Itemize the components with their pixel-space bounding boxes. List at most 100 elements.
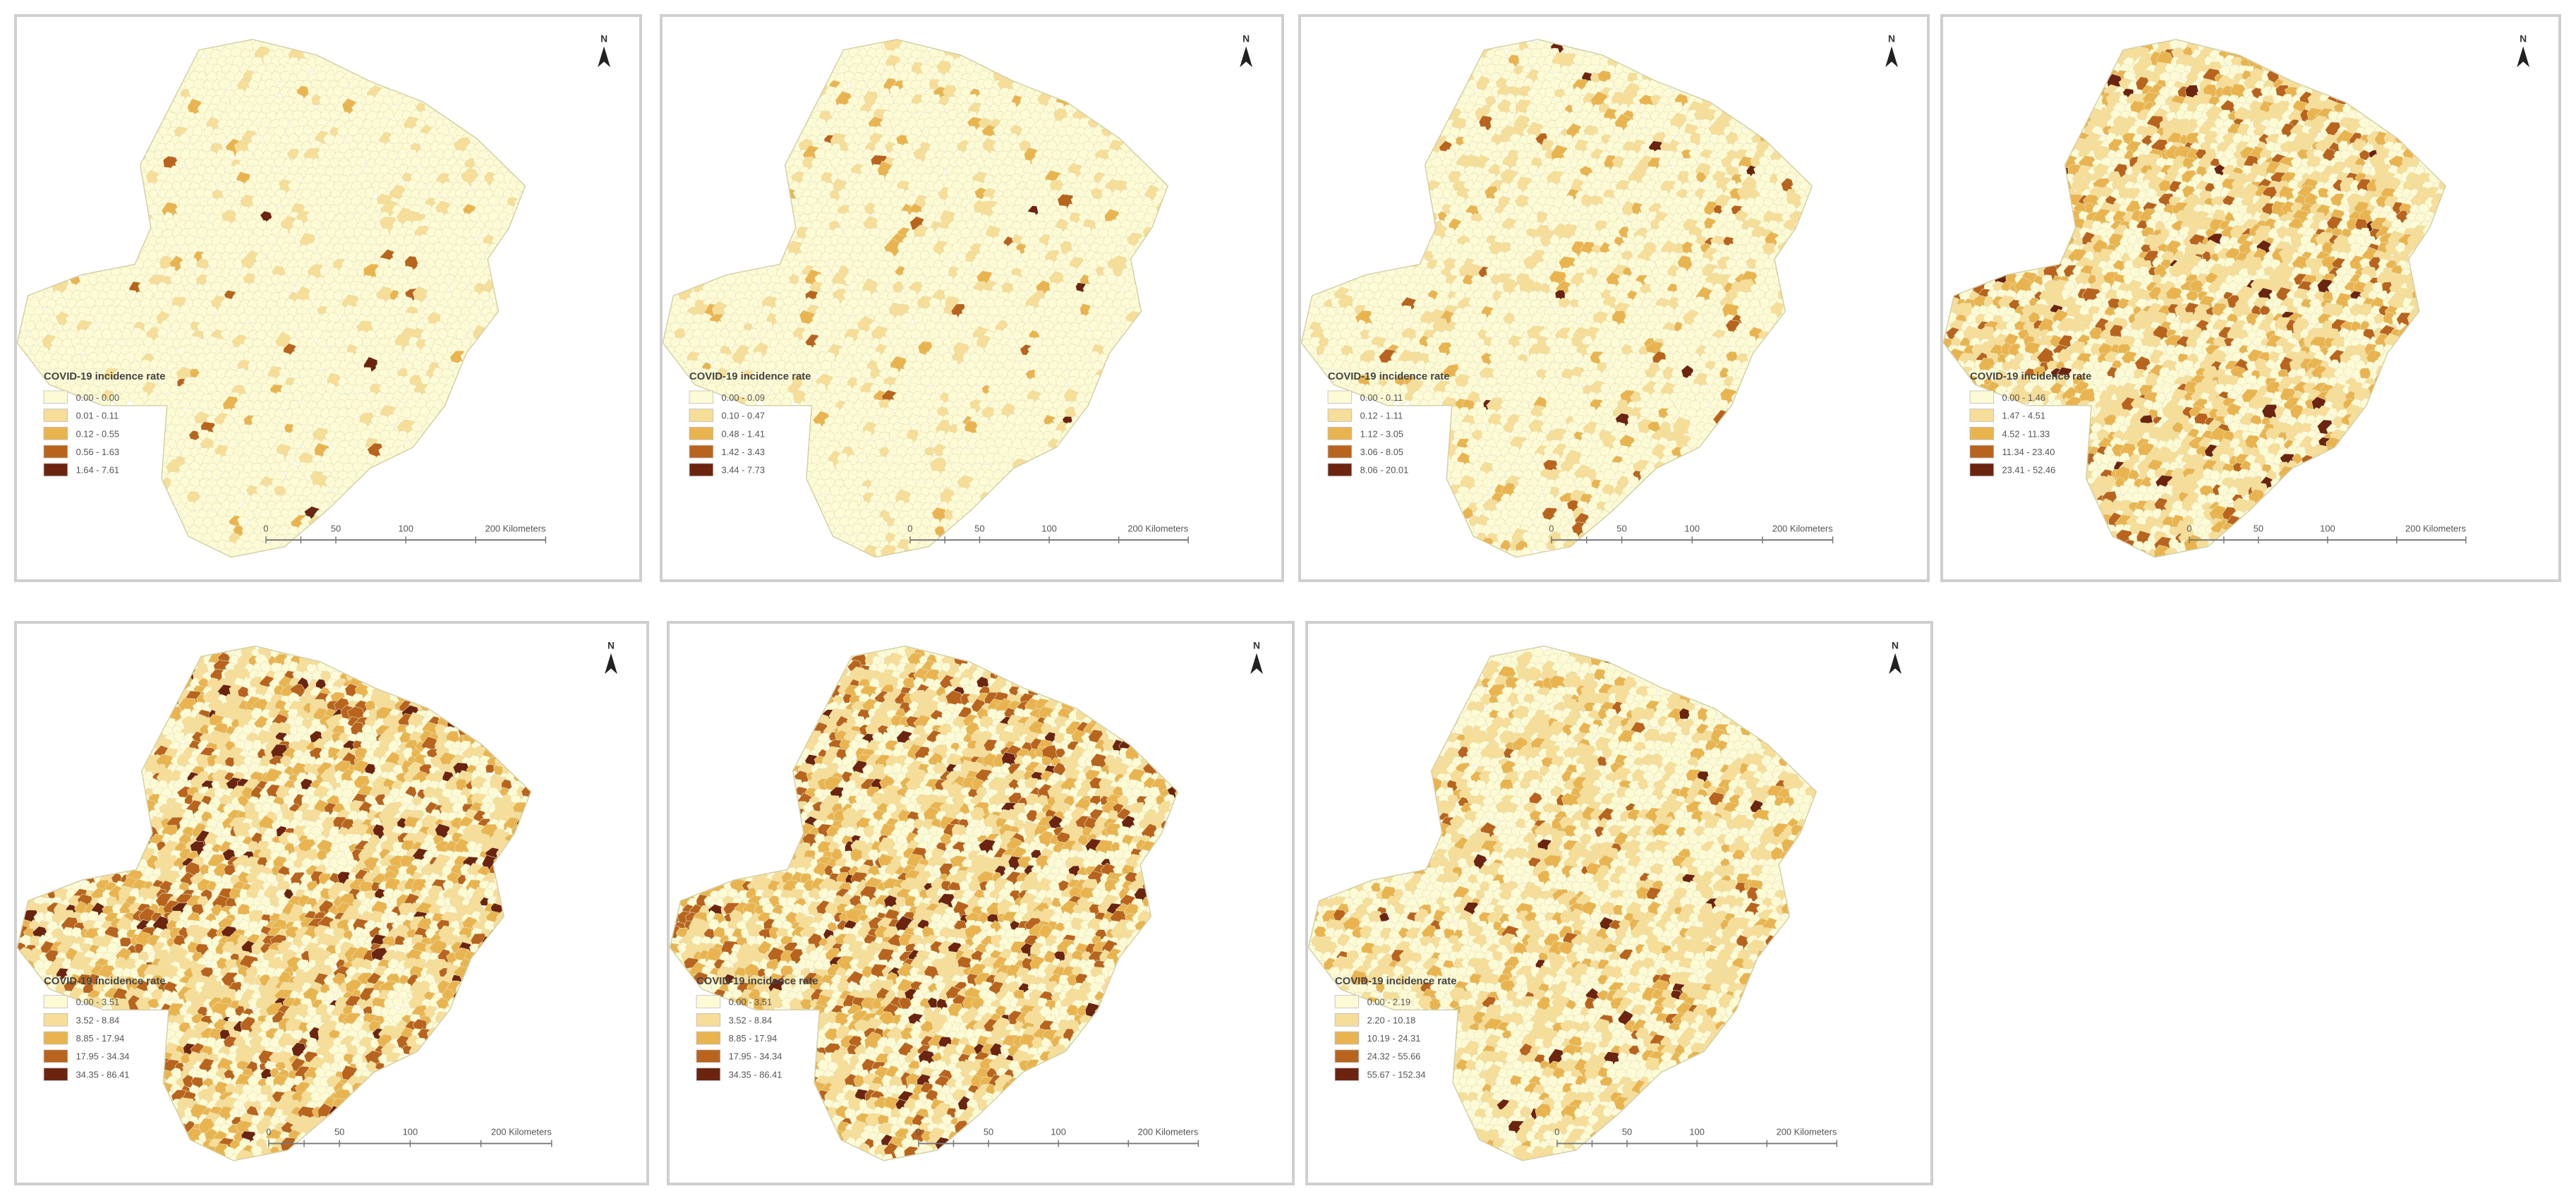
municipality-cell <box>229 296 241 308</box>
legend-swatch <box>43 445 68 459</box>
legend-title: COVID-19 incidence rate <box>44 371 165 382</box>
municipality-cell <box>121 312 133 324</box>
municipality-cell <box>774 171 787 183</box>
municipality-cell <box>1160 196 1168 209</box>
north-arrow-icon: N <box>598 33 610 68</box>
municipality-cell <box>243 100 255 113</box>
municipality-cell <box>337 203 349 215</box>
municipality-cell <box>138 219 151 232</box>
municipality-cell <box>332 85 345 98</box>
municipality-cell <box>1088 399 1101 411</box>
municipality-cell <box>186 274 200 286</box>
municipality-cell <box>1164 189 1168 203</box>
scale-label: 100 <box>398 523 413 533</box>
legend-swatch <box>689 390 714 404</box>
municipality-cell <box>852 524 864 535</box>
municipality-cell <box>468 210 480 223</box>
municipality-cell <box>238 312 250 324</box>
municipality-cell <box>84 296 97 309</box>
municipality-cell <box>17 313 23 324</box>
municipality-cell <box>387 258 399 270</box>
legend-swatch <box>43 409 68 422</box>
municipality-cell <box>780 211 794 225</box>
north-arrow-icon: N <box>1240 33 1253 68</box>
municipality-cell <box>773 157 787 171</box>
municipality-cell <box>301 313 313 323</box>
municipality-cell <box>1171 180 1183 192</box>
municipality-cell <box>316 71 329 82</box>
municipality-cell <box>778 195 792 208</box>
municipality-cell <box>392 173 404 185</box>
municipality-cell <box>217 78 232 90</box>
municipality-cell <box>1142 306 1155 318</box>
municipality-cell <box>272 250 286 264</box>
municipality-cell <box>797 430 809 442</box>
legend-label: 0.10 - 0.47 <box>722 411 765 421</box>
municipality-cell <box>150 430 163 444</box>
municipality-cell <box>1418 150 1428 160</box>
municipality-cell <box>17 322 19 334</box>
municipality-cell <box>282 282 294 294</box>
municipality-cell <box>1468 49 1481 61</box>
municipality-cell <box>1133 211 1147 222</box>
municipality-cell <box>346 250 360 263</box>
municipality-cell <box>356 157 368 168</box>
municipality-cell <box>365 186 375 199</box>
municipality-cell <box>842 540 854 553</box>
municipality-cell <box>320 109 333 121</box>
scale-label: 200 Kilometers <box>1127 523 1188 533</box>
municipality-cell <box>783 219 795 231</box>
municipality-cell <box>780 228 793 239</box>
north-label: N <box>1242 33 1250 44</box>
municipality-cell <box>338 265 351 278</box>
municipality-cell <box>177 132 192 145</box>
municipality-cell <box>183 157 196 169</box>
municipality-cell <box>797 447 809 459</box>
municipality-cell <box>1421 140 1433 154</box>
municipality-cell <box>131 306 145 317</box>
legend-label: 0.12 - 0.55 <box>76 428 119 439</box>
municipality-cell <box>455 328 468 340</box>
municipality-cell <box>1132 260 1144 272</box>
legend-swatch <box>43 426 68 440</box>
municipality-cell <box>1092 393 1106 406</box>
municipality-cell <box>514 211 526 224</box>
legend-swatch <box>689 445 714 459</box>
municipality-cell <box>1060 429 1074 443</box>
municipality-cell <box>1136 281 1149 294</box>
municipality-cell <box>17 352 30 365</box>
legend-swatch <box>689 426 714 440</box>
municipality-cell <box>1152 213 1165 225</box>
scale-label: 200 Kilometers <box>485 523 546 533</box>
municipality-cell <box>191 124 204 138</box>
municipality-cell <box>484 141 497 153</box>
municipality-cell <box>105 289 119 300</box>
scale-label: 50 <box>331 523 341 533</box>
municipality-cell <box>277 117 289 130</box>
municipality-cell <box>811 249 823 262</box>
municipality-cell <box>523 181 526 193</box>
municipality-cell <box>132 197 145 209</box>
municipality-cell <box>308 288 320 300</box>
municipality-cell <box>1111 327 1123 339</box>
municipality-cell <box>816 524 830 535</box>
legend-label: 0.00 - 0.09 <box>722 392 765 403</box>
municipality-cell <box>181 55 192 68</box>
scale-label: 0 <box>263 523 268 533</box>
municipality-cell <box>794 455 806 467</box>
municipality-cell <box>273 155 287 168</box>
map-panel-2: N COVID-19 incidence rate 0.00 - 0.09 0.10 … <box>660 14 1284 582</box>
municipality-cell <box>169 508 181 521</box>
municipality-cell <box>150 478 163 489</box>
legend-label: 0.01 - 0.11 <box>76 411 119 421</box>
municipality-cell <box>412 286 430 302</box>
municipality-cell <box>287 179 301 191</box>
legend-label: 1.64 - 7.61 <box>76 465 119 476</box>
municipality-cell <box>107 304 118 317</box>
scale-label: 100 <box>1041 523 1056 533</box>
municipality-layer <box>17 39 526 557</box>
municipality-cell <box>152 414 166 426</box>
